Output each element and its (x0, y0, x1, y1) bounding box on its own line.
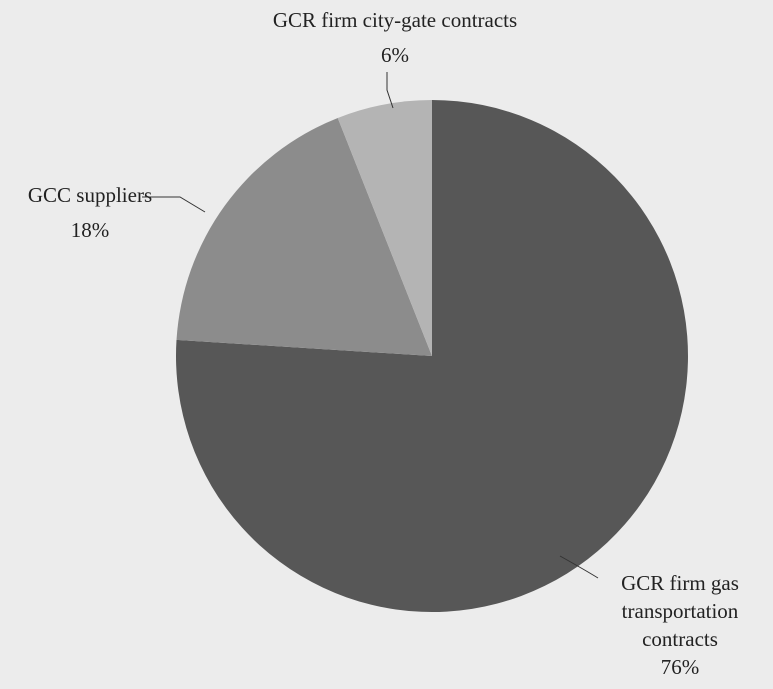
slice-value-label: 6% (381, 43, 409, 67)
pie-slice (176, 100, 688, 613)
slice-label: GCR firm city-gate contracts (273, 8, 517, 32)
leader-line (142, 196, 206, 213)
slice-value-label: 76% (661, 655, 700, 679)
slice-label: GCR firm gas transportation contracts (621, 571, 739, 651)
slice-value-label: 18% (71, 218, 110, 242)
slice-label: GCC suppliers (28, 183, 152, 207)
pie-slice (176, 117, 432, 356)
leader-line (386, 72, 394, 109)
pie-slice (337, 100, 432, 356)
leader-line (559, 555, 599, 579)
